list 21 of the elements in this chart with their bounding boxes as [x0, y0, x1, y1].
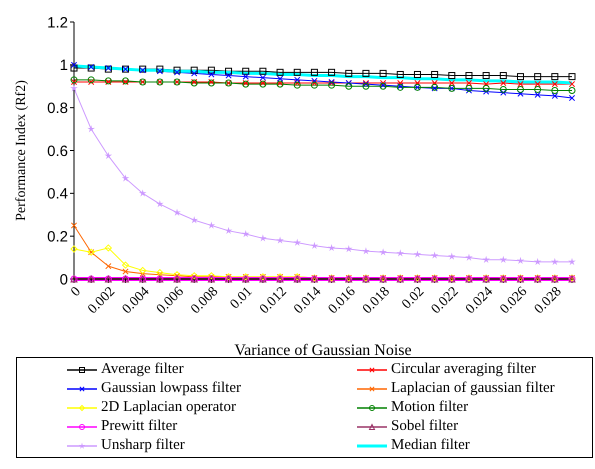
y-tick-label: 0.8 [47, 100, 68, 117]
y-tick-label: 1.2 [47, 14, 68, 32]
y-tick-label: 0.2 [47, 228, 68, 246]
legend-label: Circular averaging filter [391, 360, 536, 379]
legend-label: Laplacian of gaussian filter [391, 379, 555, 398]
y-tick-label: 0 [60, 271, 68, 288]
legend-label: Motion filter [391, 398, 468, 417]
legend-label: Unsharp filter [101, 436, 185, 455]
legend-label: Prewitt filter [101, 417, 178, 436]
x-tick-label: 0.02 [399, 284, 428, 312]
y-tick-label: 1 [60, 57, 68, 74]
legend-label: Median filter [391, 436, 470, 455]
legend-label: Sobel filter [391, 417, 458, 436]
x-axis-title: Variance of Gaussian Noise [234, 342, 412, 359]
legend-label: 2D Laplacian operator [101, 398, 236, 417]
y-axis-title: Performance Index (Rf2) [14, 80, 29, 221]
legend-label: Gaussian lowpass filter [101, 379, 241, 398]
y-tick-label: 0.4 [47, 186, 68, 203]
x-tick-label: 0.01 [228, 284, 256, 312]
legend-label: Average filter [101, 360, 184, 379]
y-tick-label: 0.6 [47, 142, 68, 160]
